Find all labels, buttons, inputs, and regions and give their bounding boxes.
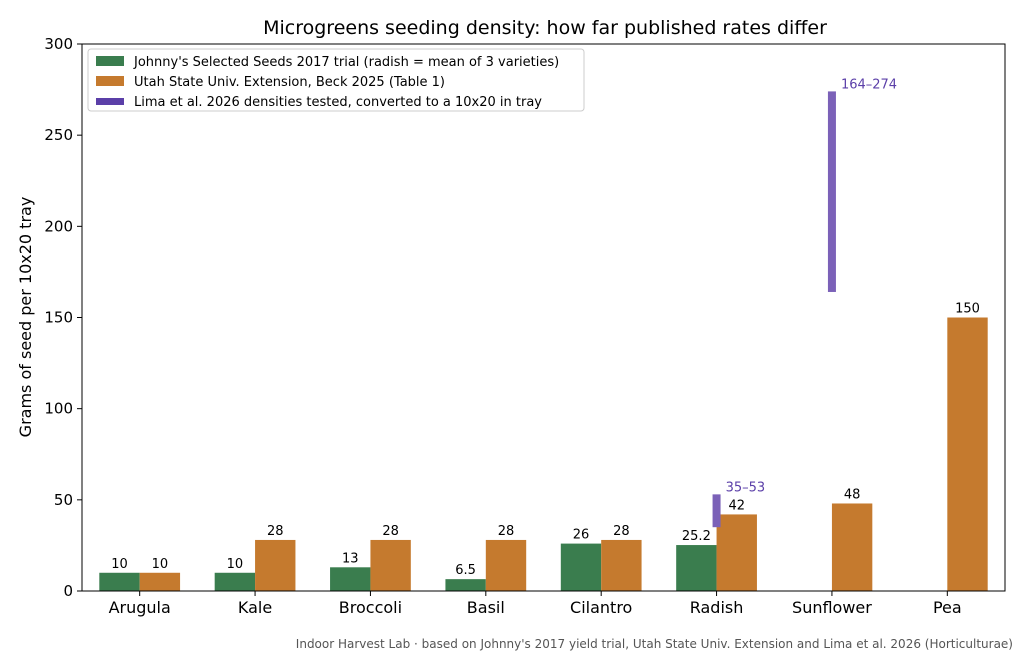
bar-utah-broccoli	[370, 539, 411, 591]
legend-entry-3: Lima et al. 2026 densities tested, conve…	[134, 95, 542, 110]
legend-box	[87, 48, 585, 112]
data-label-utah-sunflower: 48	[844, 487, 861, 502]
data-label-johnnys-broccoli: 13	[342, 551, 359, 566]
chart-title: Microgreens seeding density: how far pub…	[263, 17, 827, 39]
y-tick-label: 0	[63, 582, 73, 600]
bar-utah-kale	[255, 539, 296, 591]
footer-credit: Indoor Harvest Lab · based on Johnny's 2…	[296, 637, 1013, 651]
bar-johnnys-kale	[214, 572, 256, 591]
x-tick-label-sunflower: Sunflower	[792, 598, 872, 617]
data-label-utah-arugula: 10	[152, 557, 169, 572]
data-label-utah-basil: 28	[498, 524, 515, 539]
y-tick-label: 200	[44, 217, 73, 235]
data-label-utah-radish: 42	[728, 498, 745, 513]
y-tick-label: 300	[44, 35, 73, 53]
bar-johnnys-broccoli	[330, 567, 371, 591]
data-label-johnnys-arugula: 10	[111, 557, 128, 572]
data-label-johnnys-basil: 6.5	[455, 563, 476, 578]
y-tick-label: 150	[44, 309, 73, 327]
y-tick-label: 50	[54, 491, 73, 509]
data-label-utah-kale: 28	[267, 524, 284, 539]
bar-johnnys-arugula	[99, 572, 140, 591]
x-tick-label-arugula: Arugula	[109, 598, 171, 617]
bar-johnnys-cilantro	[560, 543, 602, 591]
legend-swatch-2	[96, 76, 124, 86]
range-label-sunflower: 164–274	[841, 77, 897, 92]
bar-utah-basil	[485, 539, 527, 591]
legend-swatch-3	[96, 98, 124, 105]
y-tick-label: 100	[44, 400, 73, 418]
bar-utah-arugula	[139, 572, 181, 591]
x-tick-label-broccoli: Broccoli	[339, 598, 402, 617]
data-label-utah-broccoli: 28	[382, 524, 399, 539]
y-tick-label: 250	[44, 126, 73, 144]
data-label-johnnys-radish: 25.2	[682, 529, 711, 544]
x-tick-label-radish: Radish	[690, 598, 744, 617]
x-tick-label-basil: Basil	[467, 598, 505, 617]
bar-utah-pea	[947, 317, 988, 591]
data-label-johnnys-kale: 10	[227, 557, 244, 572]
bar-utah-sunflower	[831, 503, 873, 591]
legend: Johnny's Selected Seeds 2017 trial (radi…	[87, 48, 585, 112]
bar-johnnys-basil	[445, 579, 486, 591]
legend-entry-2: Utah State Univ. Extension, Beck 2025 (T…	[134, 75, 445, 90]
range-bar-sunflower	[827, 91, 836, 292]
y-axis-label: Grams of seed per 10x20 tray	[16, 197, 35, 438]
x-tick-label-kale: Kale	[238, 598, 272, 617]
bar-utah-radish	[716, 514, 757, 591]
legend-swatch-1	[96, 56, 124, 66]
bar-utah-cilantro	[601, 539, 642, 591]
plot-area: 10 10 13 6.5 26 25.2 10 28 28 28 28 42 48 150 35–53 164…	[44, 35, 1006, 617]
range-label-radish: 35–53	[726, 480, 766, 495]
bar-johnnys-radish	[676, 545, 717, 591]
x-tick-label-pea: Pea	[933, 598, 962, 617]
range-bar-radish	[712, 494, 721, 528]
x-tick-label-cilantro: Cilantro	[570, 598, 632, 617]
data-label-utah-cilantro: 28	[613, 524, 630, 539]
legend-entry-1: Johnny's Selected Seeds 2017 trial (radi…	[133, 55, 559, 70]
data-label-johnnys-cilantro: 26	[573, 528, 590, 543]
data-label-utah-pea: 150	[955, 302, 980, 317]
